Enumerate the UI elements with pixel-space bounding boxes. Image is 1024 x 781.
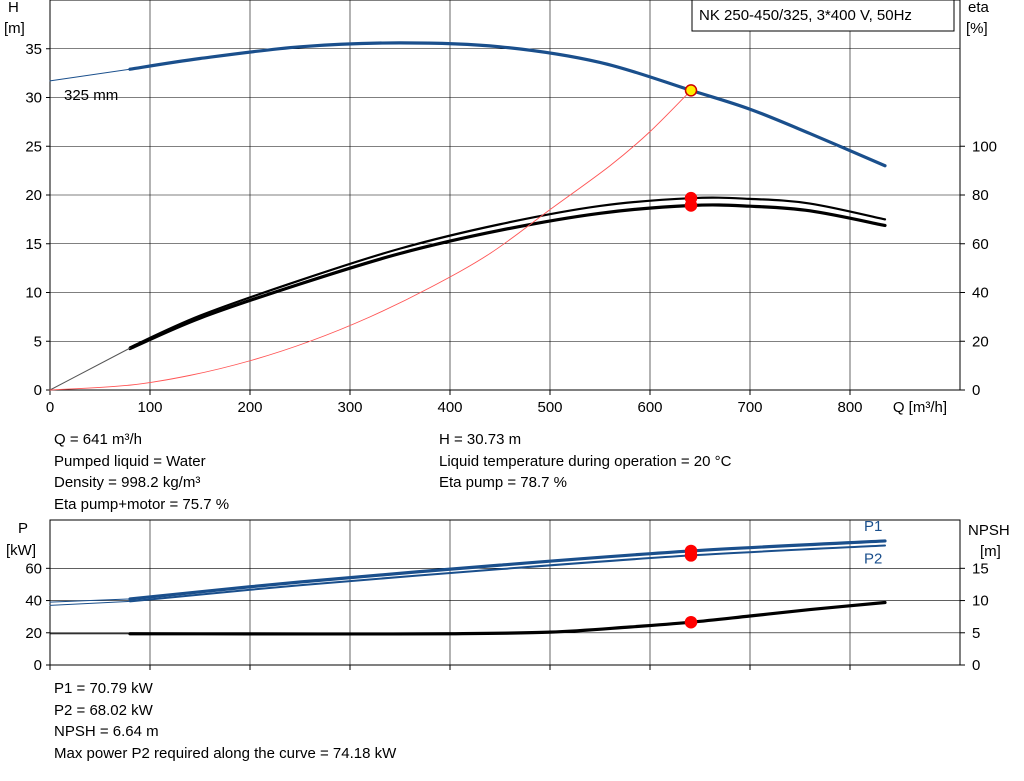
chart1-xtick-label: 0: [46, 399, 54, 416]
chart1-xtick-label: 100: [137, 399, 162, 416]
chart1-series-line: [128, 196, 887, 349]
chart1-xtick-label: 400: [437, 399, 462, 416]
chart1-ytick-left-label: 15: [25, 236, 42, 253]
chart2-series-line: [128, 600, 887, 636]
chart1-x-axis-label: Q [m³/h]: [893, 399, 947, 416]
chart2-series-label-p1: P1: [864, 518, 882, 535]
chart1-ytick-left-label: 10: [25, 285, 42, 302]
chart1-ytick-right-label: 40: [972, 285, 989, 302]
chart1-y-left-label: H: [8, 0, 19, 16]
chart1-operating-point-marker: [684, 199, 698, 212]
chart1-ytick-left-label: 30: [25, 90, 42, 107]
chart1-ytick-left-label: 20: [25, 187, 42, 204]
chart1-xtick-label: 300: [337, 399, 362, 416]
chart2-operating-point-marker: [684, 615, 698, 629]
chart1-y-right-label: eta: [968, 0, 990, 16]
info-eta-pump-motor: Eta pump+motor = 75.7 %: [54, 495, 230, 513]
info-pumped-liquid: Pumped liquid = Water: [54, 452, 206, 470]
chart2-series-label-p2: P2: [864, 550, 882, 567]
chart1-xtick-label: 500: [537, 399, 562, 416]
chart1-y-left-unit: [m]: [4, 20, 25, 37]
chart2-series-line-p1: [128, 539, 887, 601]
chart2-ytick-right-label: 0: [972, 657, 980, 674]
info-eta-pump: Eta pump = 78.7 %: [439, 474, 567, 491]
chart1-series-line: [128, 203, 887, 351]
chart1-ytick-left-label: 25: [25, 138, 42, 155]
chart1-ytick-left-label: 5: [34, 333, 42, 350]
chart1-series-line: [128, 41, 887, 168]
info-npsh: NPSH = 6.64 m: [54, 723, 159, 740]
info-p1: P1 = 70.79 kW: [54, 680, 153, 697]
chart1-ytick-right-label: 80: [972, 187, 989, 204]
chart2-ytick-left-label: 60: [25, 560, 42, 577]
chart1-series-line: [49, 68, 131, 82]
chart2-operating-point-marker: [684, 549, 698, 562]
chart1-xtick-label: 200: [237, 399, 262, 416]
chart2-ytick-right-label: 10: [972, 593, 989, 610]
info-h: H = 30.73 m: [439, 431, 522, 448]
chart2-plot-frame: [49, 519, 961, 666]
chart1-ytick-right-label: 100: [972, 138, 997, 155]
chart2-ytick-left-label: 20: [25, 625, 42, 642]
info-liquid-temperature: Liquid temperature during operation = 20…: [439, 452, 732, 470]
chart2-y-right-label: NPSH: [968, 522, 1010, 539]
chart2-y-left-unit: [kW]: [6, 542, 36, 559]
chart2-series-line: [49, 598, 131, 603]
chart1-title: NK 250-450/325, 3*400 V, 50Hz: [699, 7, 912, 24]
chart1-operating-point-marker: [684, 84, 698, 97]
chart1-series-line: [49, 347, 131, 391]
info-top-left: Q = 641 m³/h Pumped liquid = Water Densi…: [54, 429, 229, 515]
chart1-ytick-right-label: 20: [972, 333, 989, 350]
chart2-y-right-unit: [m]: [980, 543, 1001, 560]
chart1-ytick-left-label: 0: [34, 382, 42, 399]
info-bottom: P1 = 70.79 kW P2 = 68.02 kW NPSH = 6.64 …: [54, 678, 396, 764]
chart2-ytick-right-label: 5: [972, 625, 980, 642]
info-top-right: H = 30.73 m Liquid temperature during op…: [439, 429, 731, 494]
chart2-ytick-left-label: 40: [25, 593, 42, 610]
chart2-y-left-label: P: [18, 520, 28, 537]
chart1-ytick-right-label: 0: [972, 382, 980, 399]
info-density: Density = 998.2 kg/m³: [54, 474, 201, 491]
chart1-xtick-label: 800: [837, 399, 862, 416]
impeller-diameter-label: 325 mm: [64, 87, 118, 104]
chart1-series-line: [49, 89, 692, 391]
chart1-xtick-label: 700: [737, 399, 762, 416]
chart2-ytick-left-label: 0: [34, 657, 42, 674]
info-p2: P2 = 68.02 kW: [54, 701, 153, 719]
info-max-power: Max power P2 required along the curve = …: [54, 744, 397, 762]
chart2-ytick-right-label: 15: [972, 560, 989, 577]
chart2-series-line: [49, 600, 131, 606]
chart1-ytick-left-label: 35: [25, 41, 42, 58]
chart1-title-box: [691, 0, 955, 32]
chart1-y-right-unit: [%]: [966, 20, 988, 37]
chart1-xtick-label: 600: [637, 399, 662, 416]
info-q: Q = 641 m³/h: [54, 431, 142, 448]
chart2-series-line-p2: [129, 544, 886, 603]
chart1-ytick-right-label: 60: [972, 236, 989, 253]
